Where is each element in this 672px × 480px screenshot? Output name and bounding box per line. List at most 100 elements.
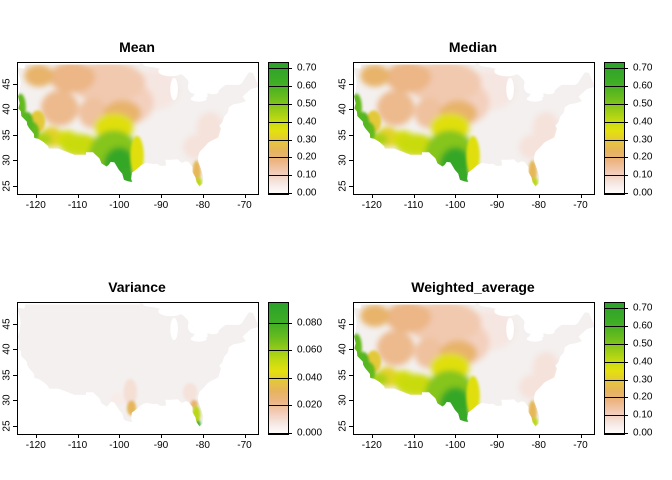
y-tick-mark bbox=[13, 349, 17, 351]
x-tick-mark bbox=[538, 194, 540, 198]
x-tick-mark bbox=[202, 194, 204, 198]
legend-tick-label: 0.40 bbox=[633, 116, 653, 128]
x-tick-label: -70 bbox=[237, 440, 252, 451]
x-tick-mark bbox=[413, 194, 415, 198]
legend-tick-label: 0.20 bbox=[633, 391, 653, 403]
legend-tick-mark bbox=[268, 103, 292, 105]
y-tick-label: 45 bbox=[1, 318, 13, 330]
legend-tick-mark bbox=[604, 361, 628, 363]
legend-tick-label: 0.00 bbox=[633, 427, 653, 439]
legend-tick-mark bbox=[604, 175, 628, 177]
legend-tick-label: 0.20 bbox=[633, 151, 653, 163]
y-tick-mark bbox=[13, 374, 17, 376]
y-tick-mark bbox=[13, 400, 17, 402]
x-axis: -120 -110 -100 -90 -80 -70 bbox=[353, 434, 593, 456]
map-plot-box bbox=[17, 302, 259, 435]
x-tick-label: -100 bbox=[109, 440, 130, 451]
y-tick-label: 25 bbox=[1, 180, 13, 192]
y-tick-mark bbox=[349, 160, 353, 162]
us-choropleth-map bbox=[18, 303, 258, 427]
y-tick-label: 30 bbox=[1, 394, 13, 406]
x-tick-mark bbox=[497, 194, 498, 198]
y-axis: 25 30 35 40 45 bbox=[336, 302, 353, 434]
y-tick-label: 40 bbox=[1, 343, 13, 355]
legend-tick-mark bbox=[268, 175, 292, 177]
y-tick-mark bbox=[349, 349, 353, 351]
us-choropleth-map bbox=[354, 63, 594, 187]
x-tick-label: -80 bbox=[195, 200, 210, 211]
x-tick-mark bbox=[497, 434, 498, 438]
y-tick-mark bbox=[13, 109, 17, 111]
x-tick-mark bbox=[455, 194, 457, 198]
x-tick-label: -100 bbox=[445, 200, 466, 211]
y-tick-label: 30 bbox=[337, 394, 349, 406]
x-tick-mark bbox=[538, 434, 540, 438]
x-tick-label: -70 bbox=[237, 200, 252, 211]
x-tick-mark bbox=[244, 194, 246, 198]
x-tick-label: -80 bbox=[195, 440, 210, 451]
legend-scale: 0.00 0.10 0.20 0.30 0.40 0.50 0.60 0.70 bbox=[268, 62, 334, 199]
y-tick-label: 40 bbox=[337, 103, 349, 115]
legend-tick-label: 0.60 bbox=[633, 320, 653, 332]
legend-tick-label: 0.40 bbox=[633, 356, 653, 368]
legend-scale: 0.00 0.10 0.20 0.30 0.40 0.50 0.60 0.70 bbox=[604, 302, 670, 439]
legend-tick-mark bbox=[268, 350, 292, 352]
legend-gradient-bar bbox=[268, 62, 289, 195]
map-plot-box bbox=[353, 62, 595, 195]
y-axis: 25 30 35 40 45 bbox=[0, 62, 17, 194]
x-tick-label: -120 bbox=[361, 200, 382, 211]
x-tick-label: -110 bbox=[67, 200, 88, 211]
x-tick-mark bbox=[119, 434, 121, 438]
legend-tick-mark bbox=[604, 326, 628, 328]
legend-tick-mark bbox=[268, 139, 292, 141]
panel-title: Median bbox=[448, 39, 498, 55]
y-tick-mark bbox=[13, 160, 17, 162]
legend-gradient-bar bbox=[268, 302, 289, 435]
x-tick-mark bbox=[77, 194, 79, 198]
legend-tick-label: 0.70 bbox=[633, 302, 653, 314]
legend-tick-mark bbox=[604, 103, 628, 105]
legend-gradient-bar bbox=[604, 62, 625, 195]
y-tick-mark bbox=[13, 185, 17, 187]
panel-median: Median -120 -110 -100 -90 -80 -70 25 30 35 40 45 … bbox=[336, 0, 672, 240]
x-tick-mark bbox=[244, 434, 246, 438]
legend-tick-label: 0.10 bbox=[297, 169, 317, 181]
legend-tick-label: 0.20 bbox=[297, 151, 317, 163]
y-tick-label: 40 bbox=[337, 343, 349, 355]
legend-tick-mark bbox=[268, 322, 292, 324]
x-tick-label: -70 bbox=[573, 200, 588, 211]
y-tick-mark bbox=[349, 425, 353, 427]
panel-weighted-average: Weighted_average -120 -110 -100 -90 -80 -70 2… bbox=[336, 240, 672, 480]
y-tick-label: 35 bbox=[1, 369, 13, 381]
legend-tick-mark bbox=[604, 86, 628, 88]
y-tick-mark bbox=[13, 425, 17, 427]
y-tick-mark bbox=[349, 400, 353, 402]
x-tick-mark bbox=[371, 434, 373, 438]
x-tick-label: -120 bbox=[361, 440, 382, 451]
legend-tick-mark bbox=[604, 193, 628, 194]
y-tick-label: 25 bbox=[337, 180, 349, 192]
x-axis: -120 -110 -100 -90 -80 -70 bbox=[353, 194, 593, 216]
y-tick-label: 25 bbox=[337, 420, 349, 432]
legend-tick-mark bbox=[268, 157, 292, 159]
x-tick-mark bbox=[413, 434, 415, 438]
legend-tick-label: 0.060 bbox=[297, 344, 323, 356]
legend-gradient-bar bbox=[604, 302, 625, 435]
x-tick-label: -90 bbox=[489, 200, 505, 211]
legend-tick-mark bbox=[268, 121, 292, 123]
x-tick-label: -110 bbox=[67, 440, 88, 451]
y-tick-label: 30 bbox=[337, 154, 349, 166]
legend-tick-mark bbox=[268, 68, 292, 70]
x-tick-mark bbox=[580, 194, 582, 198]
legend-tick-label: 0.60 bbox=[633, 80, 653, 92]
y-tick-label: 45 bbox=[337, 318, 349, 330]
x-tick-label: -80 bbox=[531, 440, 546, 451]
x-axis: -120 -110 -100 -90 -80 -70 bbox=[17, 434, 257, 456]
legend-tick-mark bbox=[604, 415, 628, 417]
legend-tick-mark bbox=[604, 308, 628, 310]
y-tick-mark bbox=[349, 374, 353, 376]
x-tick-label: -110 bbox=[403, 440, 424, 451]
legend-scale: 0.000 0.020 0.040 0.060 0.080 bbox=[268, 302, 334, 439]
legend-tick-label: 0.30 bbox=[297, 134, 317, 145]
